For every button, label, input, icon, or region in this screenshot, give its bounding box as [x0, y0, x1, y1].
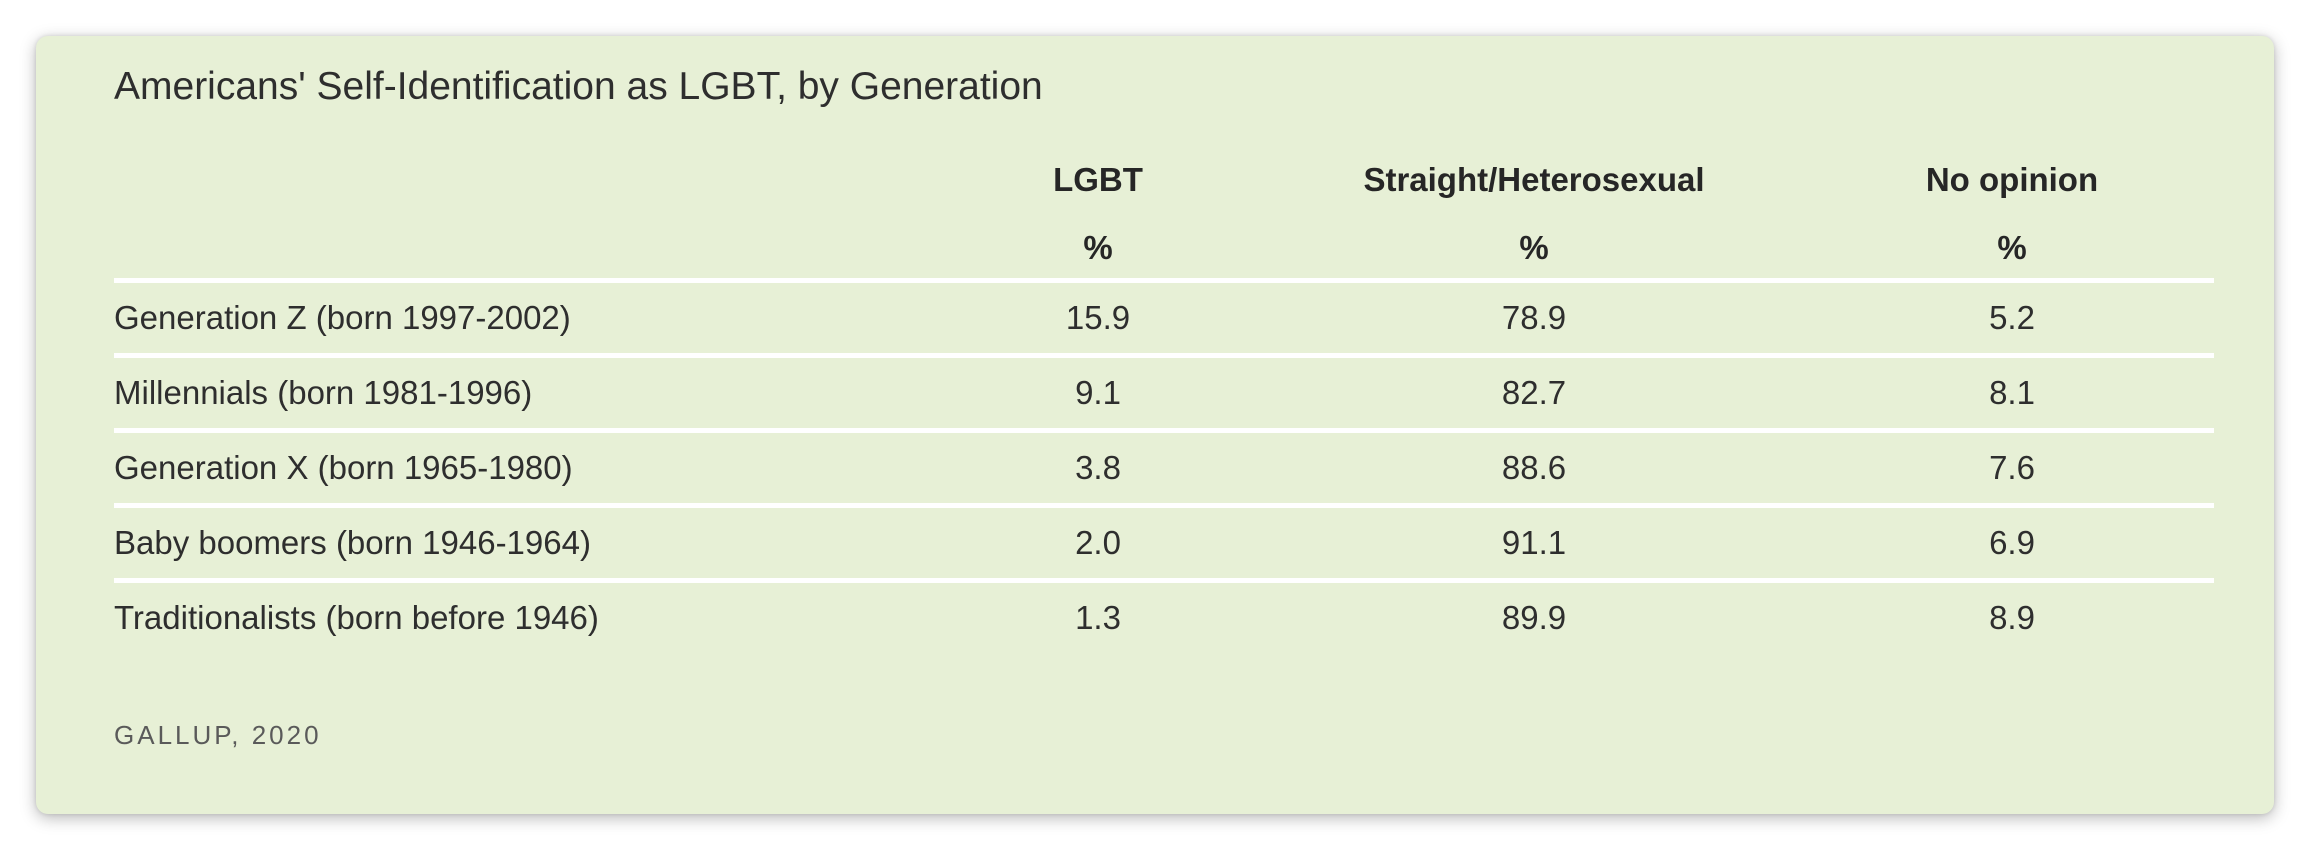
row-label: Generation X (born 1965-1980)	[114, 430, 938, 508]
cell-lgbt: 9.1	[938, 355, 1258, 433]
cell-lgbt: 15.9	[938, 280, 1258, 358]
cell-lgbt: 2.0	[938, 505, 1258, 583]
cell-lgbt: 1.3	[1075, 599, 1121, 637]
table-row: Generation Z (born 1997-2002) 15.9 78.9 …	[114, 280, 2214, 358]
row-label: Baby boomers (born 1946-1964)	[114, 505, 938, 583]
header-row: LGBT Straight/Heterosexual No opinion	[114, 160, 2214, 218]
table-row: Baby boomers (born 1946-1964) 2.0 91.1 6…	[114, 505, 2214, 583]
cell-straight: 88.6	[1258, 430, 1810, 508]
source-credit: GALLUP, 2020	[114, 720, 322, 750]
table-card: Americans' Self-Identification as LGBT, …	[36, 36, 2274, 814]
cell-straight: 82.7	[1258, 355, 1810, 433]
unit-lgbt: %	[938, 218, 1258, 283]
data-table: LGBT Straight/Heterosexual No opinion % …	[114, 160, 2214, 653]
cell-lgbt: 3.8	[938, 430, 1258, 508]
cell-no-opinion: 5.2	[1810, 280, 2214, 358]
unit-no-opinion: %	[1810, 218, 2214, 283]
column-header-no-opinion: No opinion	[1925, 161, 2099, 198]
table-row: Generation X (born 1965-1980) 3.8 88.6 7…	[114, 430, 2214, 508]
cell-straight: 89.9	[1501, 599, 1567, 637]
unit-straight: %	[1258, 218, 1810, 283]
header-blank	[114, 160, 938, 218]
table-row: Traditionalists (born before 1946) 1.3 8…	[114, 581, 2214, 654]
unit-blank	[114, 218, 938, 283]
cell-no-opinion: 7.6	[1810, 430, 2214, 508]
row-label: Generation Z (born 1997-2002)	[114, 280, 938, 358]
cell-no-opinion: 8.9	[1989, 599, 2035, 637]
table-title: Americans' Self-Identification as LGBT, …	[114, 65, 1043, 108]
table-row: Millennials (born 1981-1996) 9.1 82.7 8.…	[114, 355, 2214, 433]
cell-no-opinion: 8.1	[1810, 355, 2214, 433]
column-header-straight: Straight/Heterosexual	[1363, 161, 1705, 198]
row-label: Traditionalists (born before 1946)	[114, 599, 599, 637]
cell-straight: 78.9	[1258, 280, 1810, 358]
column-header-lgbt: LGBT	[1053, 161, 1143, 198]
unit-row: % % %	[114, 218, 2214, 283]
cell-no-opinion: 6.9	[1810, 505, 2214, 583]
cell-straight: 91.1	[1258, 505, 1810, 583]
row-label: Millennials (born 1981-1996)	[114, 355, 938, 433]
